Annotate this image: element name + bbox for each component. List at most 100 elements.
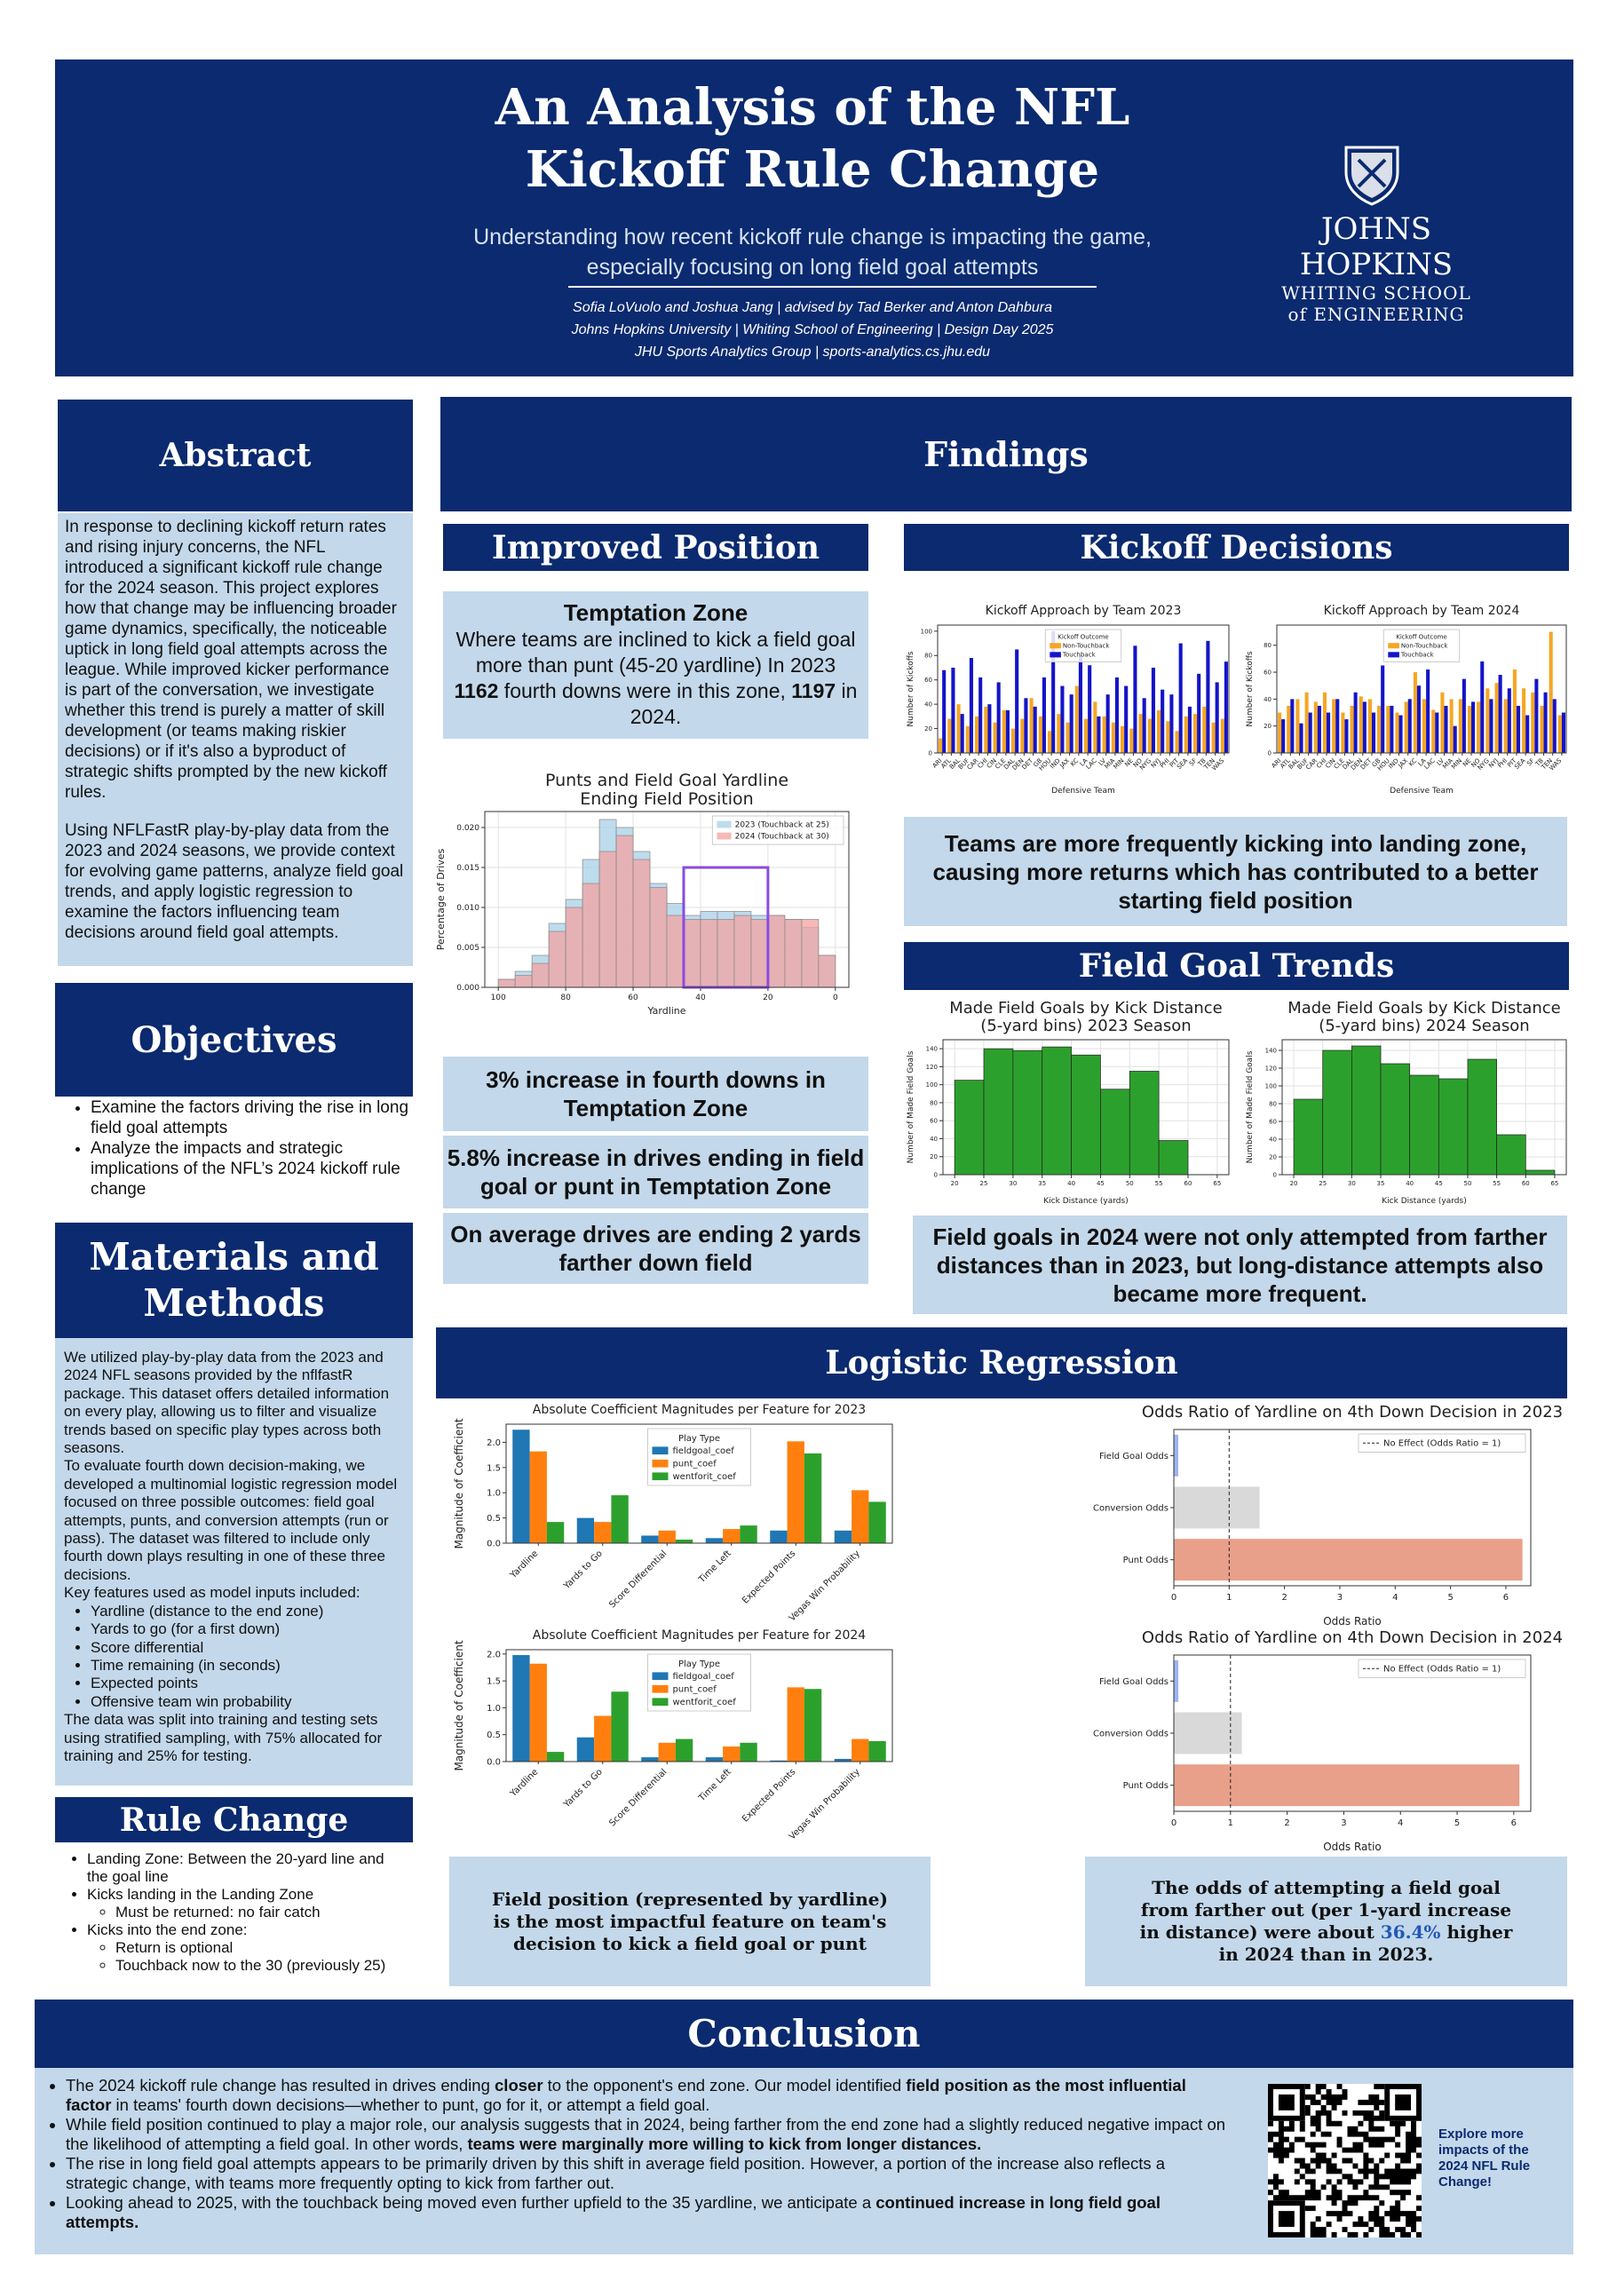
section-heading: Conclusion [35,2000,1573,2068]
histogram-bar [700,919,718,988]
bar [1142,698,1146,753]
bar [1413,672,1417,753]
bar [1138,714,1143,753]
x-tick-label: 45 [1097,1180,1105,1187]
x-tick-label: 0 [1171,1593,1176,1603]
histogram-bar [497,978,516,988]
x-tick-label: 80 [560,994,571,1002]
bar [1503,699,1508,753]
title-line: An Analysis of the NFL [495,78,1130,137]
text-run: The rise in long field goal attempts app… [66,2154,1166,2192]
histogram-bar [582,883,600,988]
y-tick-label: 80 [924,653,932,660]
bar [1220,718,1224,753]
bar [1395,712,1399,753]
list-item: Landing Zone: Between the 20-yard line a… [87,1850,408,1886]
x-tick-label: 55 [1155,1180,1163,1187]
x-axis-label: Defensive Team [1390,787,1454,796]
chart-container: Kickoff Approach by Team 2023 Defensive T… [904,604,1236,801]
bar [1531,692,1535,753]
bar [852,1738,869,1762]
bar [1175,731,1179,753]
bar [1322,692,1327,753]
bar [512,1655,530,1762]
y-tick-label: 1.5 [487,1463,501,1473]
bar [740,1742,757,1762]
paragraph: We utilized play-by-play data from the 2… [64,1349,390,1457]
y-tick-label: 0.020 [456,824,479,833]
box-text: Where teams are inclined to kick a field… [452,627,860,730]
bar [1362,701,1367,753]
histogram-bar [801,919,820,988]
histogram-bar [514,975,533,988]
qr-code [1268,2084,1422,2237]
histogram-bar [649,887,668,988]
bar [1480,661,1485,753]
y-tick-label: 40 [1264,696,1271,703]
chart-title: Punts and Field Goal Yardline [545,771,788,790]
bar [1416,685,1421,753]
bar [1440,692,1445,753]
bar [984,706,988,753]
list-item: Looking ahead to 2025, with the touchbac… [66,2193,1229,2232]
section-heading: Logistic Regression [436,1327,1567,1398]
legend-box [1358,1433,1526,1453]
bar [1344,719,1349,753]
histogram-bar [615,835,634,988]
bar [512,1430,530,1543]
qr-finder [1278,2211,1295,2228]
chart: Absolute Coefficient Magnitudes per Feat… [453,1403,893,1623]
y-tick-label: Conversion Odds [1093,1730,1168,1739]
section-heading: Abstract [58,400,413,511]
histogram-bar [818,954,836,988]
bar [787,1441,804,1543]
x-tick-label: Score Differential [607,1767,669,1828]
credit-line: Sofia LoVuolo and Joshua Jang | advised … [573,300,1052,315]
text-run: fourth downs were in this zone, [498,679,792,702]
histogram-bar [1380,1063,1411,1176]
bold-run: closer [495,2076,543,2095]
item-text: Landing Zone: Between the 20-yard line a… [87,1850,384,1885]
bar [1111,722,1115,753]
x-axis-label: Odds Ratio [1323,1615,1382,1628]
legend-label: wentforit_coef [673,1698,737,1707]
bar [1202,706,1207,753]
histogram-bar [767,915,786,988]
bar [1011,728,1016,753]
credits: Sofia LoVuolo and Joshua Jang | advised … [266,297,1359,363]
paragraph: In response to declining kickoff return … [65,518,397,802]
bar [1431,709,1436,753]
sub-list: Return is optionalTouchback now to the 3… [87,1939,408,1975]
x-tick-label: LV [1436,757,1446,767]
x-tick-label: 65 [1550,1180,1558,1187]
x-tick-label: 5 [1454,1818,1460,1828]
bar [1341,712,1345,753]
bold-run: teams were marginally more willing to ki… [467,2134,982,2153]
legend-swatch [652,1698,669,1707]
histogram-bar [1012,1049,1043,1176]
x-tick-label: 35 [1038,1180,1046,1187]
y-tick-label: 2.0 [487,1650,501,1659]
x-tick-label: 35 [1377,1180,1385,1187]
y-tick-label: 40 [924,701,932,709]
bar [1489,699,1493,753]
bar [1377,705,1382,753]
legend-swatch [652,1672,669,1681]
conclusion-text: The 2024 kickoff rule change has resulte… [39,2076,1229,2232]
temptation-zone-box: Temptation Zone Where teams are inclined… [443,591,868,739]
bar [804,1453,822,1543]
shield-mark [1357,158,1387,188]
bar [529,1663,547,1762]
bar [1435,712,1439,753]
x-tick-label: SF [1525,757,1536,768]
bar [1498,675,1502,753]
list-item: Kicks into the end zone:Return is option… [87,1921,408,1975]
bar [1386,705,1390,753]
bar [1097,716,1101,753]
bar [1552,699,1557,753]
bar [1124,685,1129,753]
plot-frame [1276,624,1567,754]
credit-line: Johns Hopkins University | Whiting Schoo… [571,322,1054,337]
histogram-bar [683,919,701,988]
